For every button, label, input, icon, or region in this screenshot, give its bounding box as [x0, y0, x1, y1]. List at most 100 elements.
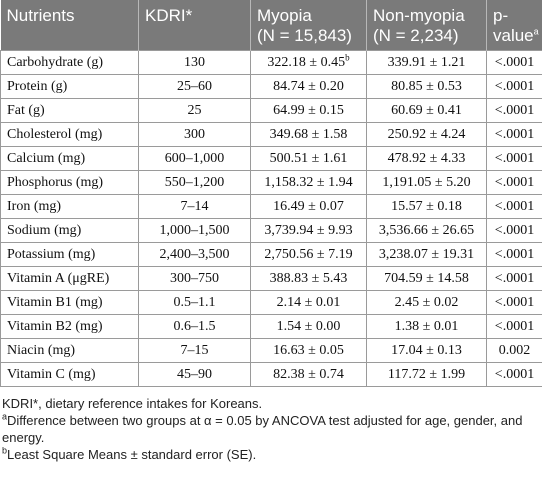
cell-kdri: 45–90 [138, 362, 251, 387]
nutrients-table: Nutrients KDRI* Myopia (N = 15,843) Non-… [0, 0, 542, 387]
cell-myopia: 1.54 ± 0.00 [250, 314, 367, 339]
table-row: Potassium (mg) 2,400–3,500 2,750.56 ± 7.19… [0, 242, 542, 267]
cell-nonmyopia: 3,536.66 ± 26.65 [366, 218, 487, 243]
table-footnotes: KDRI*, dietary reference intakes for Kor… [0, 387, 542, 463]
header-kdri: KDRI* [138, 0, 251, 51]
cell-nutrient: Fat (g) [0, 98, 139, 123]
cell-nutrient: Vitamin A (μgRE) [0, 266, 139, 291]
cell-nonmyopia: 17.04 ± 0.13 [366, 338, 487, 363]
cell-pvalue: 0.002 [486, 338, 542, 363]
table-row: Iron (mg) 7–14 16.49 ± 0.07 15.57 ± 0.18 <.0… [0, 194, 542, 219]
cell-kdri: 600–1,000 [138, 146, 251, 171]
cell-kdri: 7–14 [138, 194, 251, 219]
cell-myopia: 322.18 ± 0.45b [250, 50, 367, 75]
cell-pvalue: <.0001 [486, 122, 542, 147]
cell-myopia: 2.14 ± 0.01 [250, 290, 367, 315]
cell-kdri: 300–750 [138, 266, 251, 291]
cell-nutrient: Vitamin B1 (mg) [0, 290, 139, 315]
cell-nutrient: Niacin (mg) [0, 338, 139, 363]
cell-pvalue: <.0001 [486, 362, 542, 387]
table-row: Cholesterol (mg) 300 349.68 ± 1.58 250.92 ±… [0, 122, 542, 147]
cell-pvalue: <.0001 [486, 194, 542, 219]
header-nonmyopia-label: Non-myopia [373, 6, 465, 25]
cell-kdri: 25 [138, 98, 251, 123]
cell-kdri: 550–1,200 [138, 170, 251, 195]
footnote-a-marker: a [2, 411, 8, 422]
cell-myopia: 500.51 ± 1.61 [250, 146, 367, 171]
cell-nonmyopia: 704.59 ± 14.58 [366, 266, 487, 291]
footnote-a-text: Difference between two groups at α = 0.0… [2, 413, 523, 445]
cell-pvalue: <.0001 [486, 218, 542, 243]
cell-nutrient: Carbohydrate (g) [0, 50, 139, 75]
footnote-kdri: KDRI*, dietary reference intakes for Kor… [2, 396, 263, 411]
table-row: Vitamin C (mg) 45–90 82.38 ± 0.74 117.72 ± … [0, 362, 542, 387]
header-nonmyopia-n: (N = 2,234) [373, 26, 459, 45]
cell-nutrient: Cholesterol (mg) [0, 122, 139, 147]
header-nonmyopia: Non-myopia (N = 2,234) [366, 0, 487, 51]
footnote-b-text: Least Square Means ± standard error (SE)… [7, 447, 257, 462]
header-pvalue: p-valuea [486, 0, 542, 51]
header-nutrients: Nutrients [0, 0, 139, 51]
header-myopia: Myopia (N = 15,843) [250, 0, 367, 51]
cell-pvalue: <.0001 [486, 146, 542, 171]
table-row: Vitamin B2 (mg) 0.6–1.5 1.54 ± 0.00 1.38 ± … [0, 314, 542, 339]
header-myopia-label: Myopia [257, 6, 312, 25]
table-row: Sodium (mg) 1,000–1,500 3,739.94 ± 9.93 3,5… [0, 218, 542, 243]
cell-nutrient: Vitamin B2 (mg) [0, 314, 139, 339]
footnote-a: aDifference between two groups at α = 0.… [2, 412, 540, 446]
header-pvalue-sup: a [533, 26, 539, 37]
cell-myopia: 349.68 ± 1.58 [250, 122, 367, 147]
cell-nutrient: Iron (mg) [0, 194, 139, 219]
header-row: Nutrients KDRI* Myopia (N = 15,843) Non-… [0, 0, 542, 51]
cell-pvalue: <.0001 [486, 98, 542, 123]
cell-nonmyopia: 15.57 ± 0.18 [366, 194, 487, 219]
cell-pvalue: <.0001 [486, 50, 542, 75]
table-row: Carbohydrate (g) 130 322.18 ± 0.45b 339.91 … [0, 50, 542, 75]
cell-kdri: 0.6–1.5 [138, 314, 251, 339]
cell-nonmyopia: 60.69 ± 0.41 [366, 98, 487, 123]
footnote-b-marker: b [2, 445, 8, 456]
cell-kdri: 25–60 [138, 74, 251, 99]
cell-myopia: 16.63 ± 0.05 [250, 338, 367, 363]
cell-myopia: 3,739.94 ± 9.93 [250, 218, 367, 243]
cell-nutrient: Phosphorus (mg) [0, 170, 139, 195]
table-row: Vitamin A (μgRE) 300–750 388.83 ± 5.43 704.… [0, 266, 542, 291]
table-row: Phosphorus (mg) 550–1,200 1,158.32 ± 1.94 1… [0, 170, 542, 195]
cell-myopia: 82.38 ± 0.74 [250, 362, 367, 387]
cell-footnote-marker: b [345, 51, 350, 62]
cell-nonmyopia: 2.45 ± 0.02 [366, 290, 487, 315]
cell-nonmyopia: 1.38 ± 0.01 [366, 314, 487, 339]
cell-nonmyopia: 117.72 ± 1.99 [366, 362, 487, 387]
cell-kdri: 0.5–1.1 [138, 290, 251, 315]
table-row: Vitamin B1 (mg) 0.5–1.1 2.14 ± 0.01 2.45 ± … [0, 290, 542, 315]
cell-pvalue: <.0001 [486, 74, 542, 99]
table-row: Protein (g) 25–60 84.74 ± 0.20 80.85 ± 0.53… [0, 74, 542, 99]
cell-pvalue: <.0001 [486, 242, 542, 267]
cell-nutrient: Sodium (mg) [0, 218, 139, 243]
cell-kdri: 7–15 [138, 338, 251, 363]
cell-kdri: 2,400–3,500 [138, 242, 251, 267]
table-row: Calcium (mg) 600–1,000 500.51 ± 1.61 478.92… [0, 146, 542, 171]
cell-nonmyopia: 80.85 ± 0.53 [366, 74, 487, 99]
cell-nonmyopia: 478.92 ± 4.33 [366, 146, 487, 171]
cell-nonmyopia: 3,238.07 ± 19.31 [366, 242, 487, 267]
cell-myopia: 2,750.56 ± 7.19 [250, 242, 367, 267]
cell-nutrient: Calcium (mg) [0, 146, 139, 171]
cell-nutrient: Protein (g) [0, 74, 139, 99]
cell-kdri: 130 [138, 50, 251, 75]
cell-myopia: 16.49 ± 0.07 [250, 194, 367, 219]
cell-myopia: 64.99 ± 0.15 [250, 98, 367, 123]
cell-nonmyopia: 1,191.05 ± 5.20 [366, 170, 487, 195]
cell-myopia: 1,158.32 ± 1.94 [250, 170, 367, 195]
cell-nutrient: Vitamin C (mg) [0, 362, 139, 387]
cell-myopia: 84.74 ± 0.20 [250, 74, 367, 99]
cell-nonmyopia: 339.91 ± 1.21 [366, 50, 487, 75]
table-row: Niacin (mg) 7–15 16.63 ± 0.05 17.04 ± 0.13 0… [0, 338, 542, 363]
cell-nutrient: Potassium (mg) [0, 242, 139, 267]
cell-kdri: 1,000–1,500 [138, 218, 251, 243]
cell-nonmyopia: 250.92 ± 4.24 [366, 122, 487, 147]
cell-myopia: 388.83 ± 5.43 [250, 266, 367, 291]
cell-pvalue: <.0001 [486, 266, 542, 291]
cell-kdri: 300 [138, 122, 251, 147]
cell-pvalue: <.0001 [486, 290, 542, 315]
